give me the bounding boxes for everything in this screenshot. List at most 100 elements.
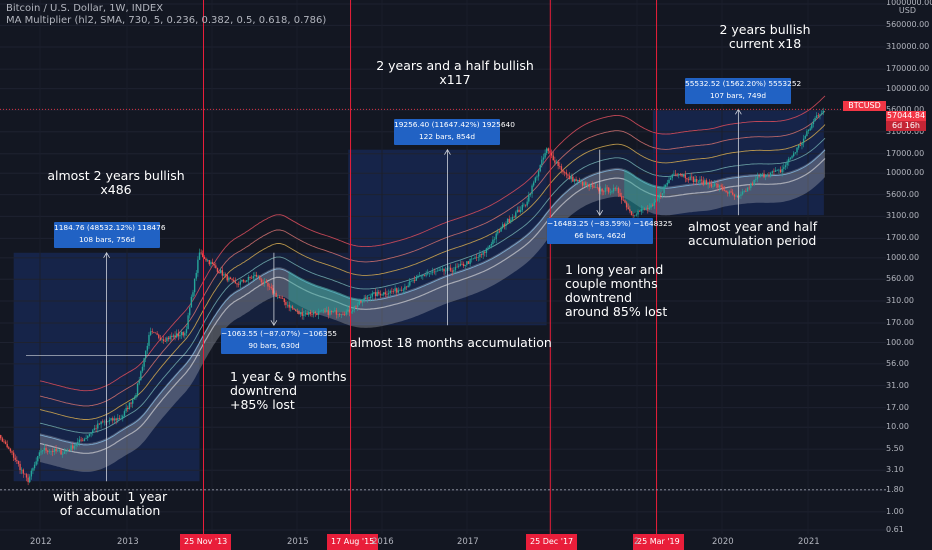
candle-body (195, 272, 197, 279)
x-tick-label: 2012 (30, 537, 52, 547)
candle-body (761, 173, 764, 175)
candle-body (290, 306, 292, 308)
candle-body (653, 202, 656, 206)
candle-body (257, 276, 259, 277)
candle-body (820, 113, 823, 115)
y-tick-label: 17000.00 (886, 149, 925, 158)
candle-body (236, 283, 238, 285)
candle-body (458, 265, 460, 267)
candle-body (616, 187, 618, 189)
candle-body (303, 314, 305, 316)
candle-body (179, 335, 181, 337)
candle-body (140, 371, 142, 381)
candle-body (63, 451, 66, 454)
candle-body (480, 254, 483, 255)
candle-body (308, 312, 310, 315)
candle-body (492, 239, 494, 245)
candle-body (806, 131, 808, 137)
accumulation-fill (288, 270, 374, 314)
candle-body (423, 275, 426, 276)
candle-body (174, 335, 176, 338)
candle-body (783, 167, 785, 169)
candle-body (82, 440, 84, 442)
y-tick-label: 1000.00 (886, 253, 920, 262)
candle-body (497, 231, 499, 234)
candle-body (645, 208, 647, 210)
candle-body (710, 184, 713, 187)
candle-body (72, 445, 74, 449)
y-tick-label: 0.61 (886, 525, 904, 534)
y-tick-label: 56000.00 (886, 105, 925, 114)
ma-lower-fill (40, 148, 825, 472)
candle-body (779, 169, 782, 173)
candle-body (469, 258, 471, 264)
candle-body (208, 260, 210, 265)
candle-body (712, 186, 714, 187)
candle-body (583, 182, 585, 186)
candle-body (728, 191, 731, 194)
candle-body (493, 239, 496, 240)
candle-body (740, 194, 742, 196)
candle-body (247, 276, 250, 281)
candle-body (231, 279, 233, 280)
candle-body (45, 447, 47, 451)
candle-body (448, 267, 450, 269)
candle-body (735, 195, 737, 197)
candle-body (604, 187, 607, 192)
candle-body (797, 145, 800, 148)
candle-body (760, 174, 762, 177)
candle-body (371, 293, 374, 297)
measure-box: 1184.76 (48532.12%) 118476 108 bars, 756d (54, 222, 166, 248)
candle-body (85, 438, 87, 439)
candle-body (169, 336, 171, 340)
vertical-marker-label[interactable]: 17 Aug '15 (327, 534, 379, 550)
candle-body (720, 185, 722, 187)
candle-body (585, 182, 587, 186)
candle-body (453, 270, 455, 272)
candle-body (425, 274, 427, 276)
candle-body (309, 312, 312, 315)
candle-body (110, 418, 112, 420)
candle-body (277, 296, 279, 298)
candle-body (730, 191, 732, 193)
candle-body (70, 445, 72, 451)
band-0618 (39, 110, 826, 407)
x-tick-label: 2013 (117, 537, 139, 547)
candle-body (376, 291, 378, 297)
candle-body (634, 215, 636, 216)
vertical-marker-label[interactable]: 25 Mar '19 (633, 534, 684, 550)
candle-body (436, 270, 439, 272)
candle-body (611, 191, 613, 193)
candle-body (322, 310, 325, 312)
candle-body (399, 289, 401, 291)
x-tick-label: 2017 (457, 537, 479, 547)
candle-body (786, 162, 788, 166)
candle-body (536, 176, 538, 178)
candle-body (409, 281, 411, 286)
candle-body (665, 184, 667, 188)
candle-body (681, 174, 683, 177)
candle-body (206, 260, 209, 261)
vertical-marker-label[interactable]: 25 Nov '13 (180, 534, 232, 550)
candle-body (360, 300, 362, 303)
candle-body (684, 174, 686, 179)
candle-body (102, 421, 104, 423)
candle-body (702, 180, 704, 185)
candle-body (733, 194, 736, 197)
candle-body (311, 314, 313, 315)
candle-body (577, 180, 579, 182)
vertical-marker-label[interactable]: 25 Dec '17 (526, 534, 578, 550)
candle-body (736, 195, 739, 197)
candle-body (621, 196, 623, 200)
candle-body (707, 182, 709, 185)
candle-body (819, 114, 821, 116)
measure-value: 1184.76 (48532.12%) 118476 (54, 223, 166, 232)
candle-body (528, 194, 530, 202)
candle-body (651, 205, 654, 206)
indicator-legend[interactable]: MA Multiplier (hl2, SMA, 730, 5, 0.236, … (6, 15, 327, 26)
candle-body (314, 312, 316, 314)
candle-body (464, 264, 466, 266)
chart-symbol-title[interactable]: Bitcoin / U.S. Dollar, 1W, INDEX (6, 3, 164, 14)
candle-body (22, 469, 24, 474)
measure-bars: 90 bars, 630d (248, 341, 300, 350)
